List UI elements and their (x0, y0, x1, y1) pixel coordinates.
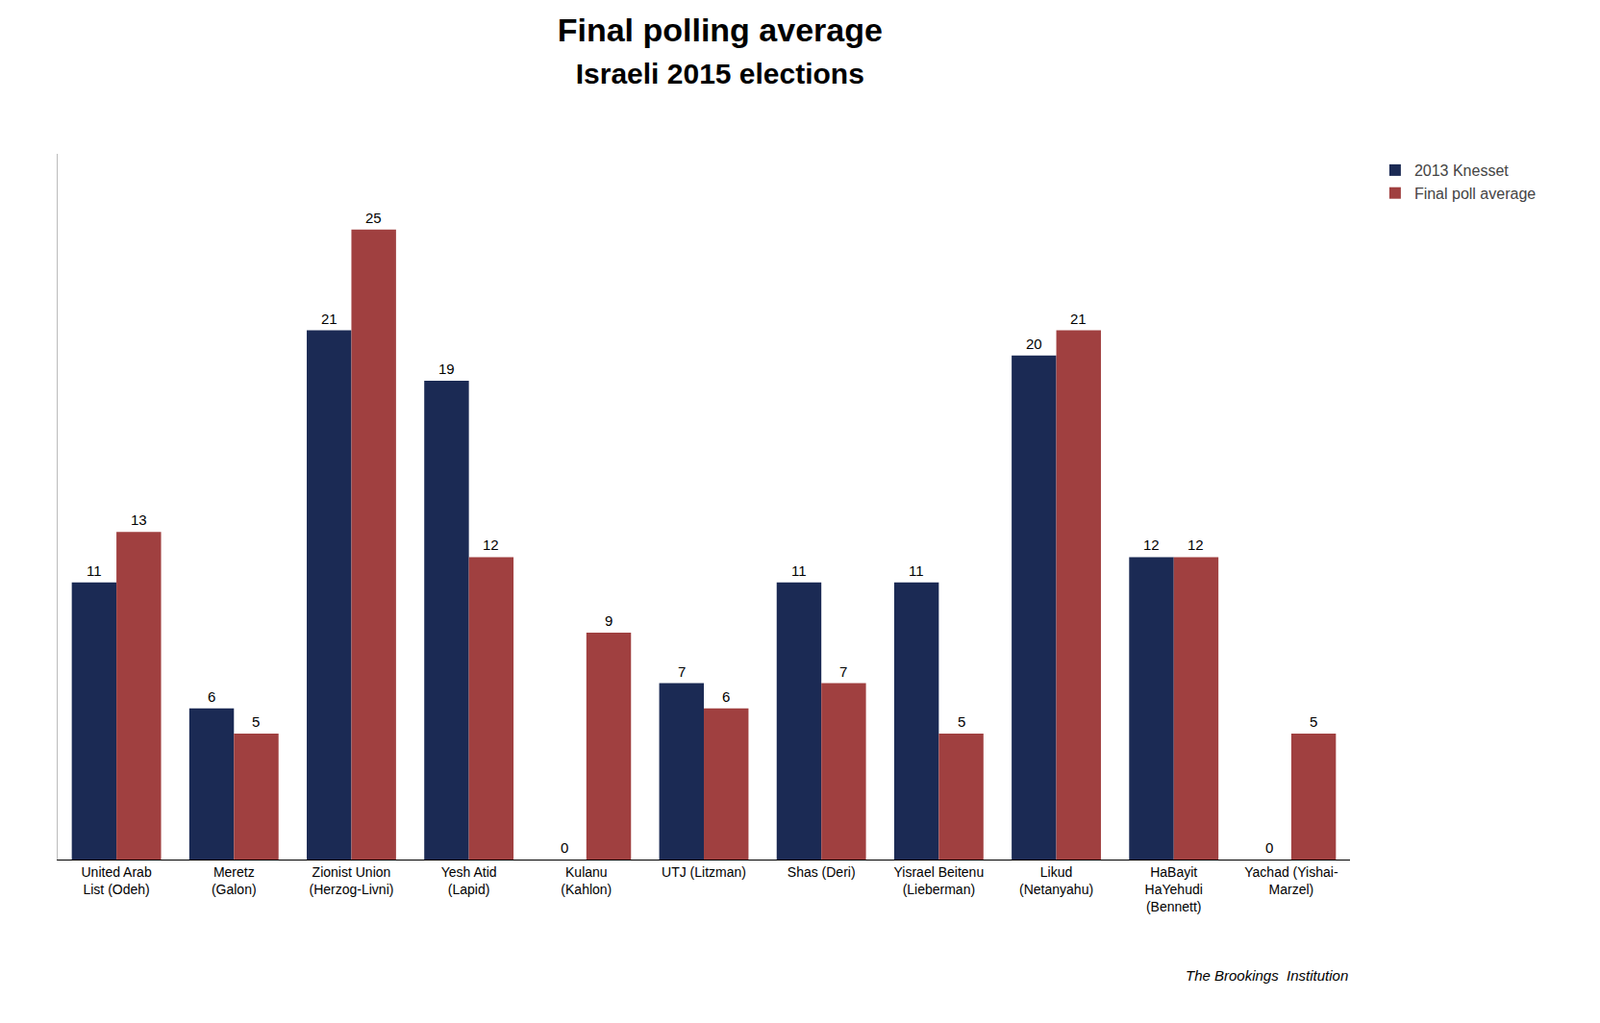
svg-text:UTJ (Litzman): UTJ (Litzman) (661, 864, 747, 880)
svg-text:11: 11 (86, 562, 102, 579)
svg-text:7: 7 (677, 663, 686, 680)
svg-text:Likud(Netanyahu): Likud(Netanyahu) (1019, 864, 1094, 898)
svg-text:HaBayitHaYehudi(Bennett): HaBayitHaYehudi(Bennett) (1145, 864, 1203, 915)
svg-text:Yachad (Yishai-Marzel): Yachad (Yishai-Marzel) (1244, 864, 1339, 898)
svg-text:12: 12 (482, 536, 500, 553)
svg-text:United ArabList (Odeh): United ArabList (Odeh) (81, 864, 152, 898)
svg-text:11: 11 (791, 562, 807, 579)
svg-text:13: 13 (130, 511, 148, 528)
svg-text:Yisrael Beitenu(Lieberman): Yisrael Beitenu(Lieberman) (894, 864, 985, 898)
svg-text:5: 5 (251, 713, 260, 730)
svg-text:25: 25 (365, 209, 382, 226)
svg-text:0: 0 (1265, 839, 1274, 856)
svg-text:Zionist Union(Herzog-Livni): Zionist Union(Herzog-Livni) (308, 864, 394, 898)
svg-text:19: 19 (438, 360, 455, 377)
svg-text:21: 21 (1070, 310, 1087, 327)
svg-text:Final polling averageIsraeli 2: Final polling averageIsraeli 2015 electi… (557, 11, 883, 90)
svg-text:Yesh Atid(Lapid): Yesh Atid(Lapid) (441, 864, 498, 898)
svg-text:5: 5 (957, 713, 966, 730)
svg-text:6: 6 (722, 688, 730, 705)
svg-text:Kulanu(Kahlon): Kulanu(Kahlon) (560, 864, 612, 898)
svg-text:2013 Knesset: 2013 Knesset (1414, 162, 1509, 179)
svg-text:Shas (Deri): Shas (Deri) (787, 864, 856, 880)
svg-text:20: 20 (1025, 335, 1043, 352)
svg-text:Meretz(Galon): Meretz(Galon) (211, 864, 257, 898)
svg-text:7: 7 (839, 663, 848, 680)
svg-text:9: 9 (604, 612, 613, 629)
svg-text:The Brookings Institution: The Brookings Institution (1185, 967, 1349, 984)
svg-text:6: 6 (207, 688, 216, 705)
svg-text:21: 21 (321, 310, 338, 327)
svg-text:12: 12 (1187, 536, 1204, 553)
svg-text:11: 11 (908, 562, 925, 579)
svg-text:12: 12 (1143, 536, 1160, 553)
svg-text:0: 0 (560, 839, 569, 856)
svg-text:5: 5 (1309, 713, 1318, 730)
svg-text:Final poll average: Final poll average (1414, 185, 1536, 202)
